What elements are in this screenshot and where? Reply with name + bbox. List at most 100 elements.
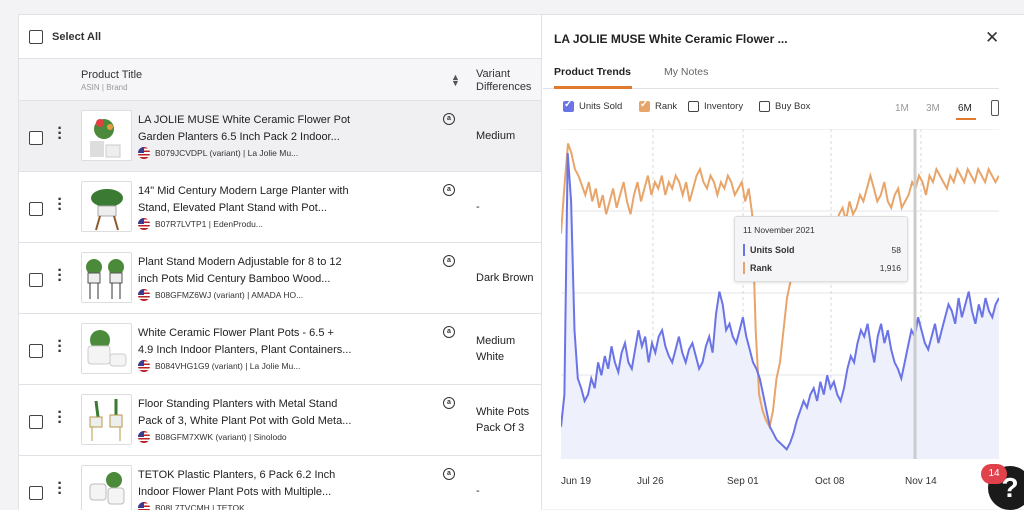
us-flag-icon <box>138 289 150 301</box>
panel-tabs: Product Trends My Notes <box>543 59 999 89</box>
range-6m[interactable]: 6M <box>958 103 972 114</box>
table-row[interactable]: · · · 14" Mid Century Modern Large Planter … <box>19 172 541 243</box>
amazon-icon[interactable]: a <box>443 184 455 196</box>
product-title[interactable]: LA JOLIE MUSE White Ceramic Flower Pot Ga… <box>138 114 351 143</box>
table-row[interactable]: · · · White Ceramic Flower Plant Pots - 6.5… <box>19 314 541 385</box>
header-variant-differences: Variant Differences <box>476 68 532 93</box>
us-flag-icon <box>138 360 150 372</box>
panel-title: LA JOLIE MUSE White Ceramic Flower ... <box>554 32 788 46</box>
inventory-checkbox[interactable] <box>688 101 699 112</box>
series-rank-line <box>561 143 999 430</box>
variant-differences: Medium <box>476 130 516 142</box>
product-meta: B08L7TVCMH | TETOK <box>138 502 245 510</box>
close-icon[interactable]: ✕ <box>985 28 1000 47</box>
variant-differences: Dark Brown <box>476 272 534 284</box>
header-product-title[interactable]: Product Title <box>81 69 143 81</box>
product-thumbnail <box>81 110 132 161</box>
product-title[interactable]: White Ceramic Flower Plant Pots - 6.5 +4… <box>138 327 352 356</box>
table-row[interactable]: · · · Plant Stand Modern Adjustable for 8 t… <box>19 243 541 314</box>
us-flag-icon <box>138 147 150 159</box>
variant-differences: Medium White <box>476 335 516 363</box>
product-thumbnail <box>81 323 132 374</box>
product-thumbnail <box>81 252 132 303</box>
select-all-row[interactable]: Select All <box>19 15 541 59</box>
x-tick-label: Jul 26 <box>637 476 664 487</box>
us-flag-icon <box>138 502 150 510</box>
product-title[interactable]: Plant Stand Modern Adjustable for 8 to 1… <box>138 256 342 285</box>
tooltip-units-label: Units Sold <box>750 245 795 255</box>
legend-inventory-label: Inventory <box>704 101 744 112</box>
more-options-icon[interactable]: · · · <box>57 191 63 218</box>
product-meta: B08GFM7XWK (variant) | Sinolodo <box>138 431 287 443</box>
legend-rank-label: Rank <box>655 101 678 112</box>
help-badge: 14 <box>981 464 1007 484</box>
row-checkbox[interactable] <box>29 131 43 145</box>
rank-checkbox[interactable] <box>639 99 650 112</box>
amazon-icon[interactable]: a <box>443 326 455 338</box>
amazon-icon[interactable]: a <box>443 113 455 125</box>
product-thumbnail <box>81 181 132 232</box>
product-title[interactable]: 14" Mid Century Modern Large Planter wit… <box>138 185 349 214</box>
table-header: Product Title ASIN | Brand ▲ ▼ Variant Dif… <box>19 59 541 101</box>
app-frame: Select All Product Title ASIN | Brand ▲ ▼… <box>18 14 1024 510</box>
amazon-icon[interactable]: a <box>443 468 455 480</box>
tooltip-rank-value: 1,916 <box>879 263 901 273</box>
product-list-panel: Select All Product Title ASIN | Brand ▲ ▼… <box>19 15 542 510</box>
legend-inventory[interactable]: Inventory <box>688 101 743 112</box>
row-checkbox[interactable] <box>29 202 43 216</box>
table-row[interactable]: · · · Floor Standing Planters with Metal St… <box>19 385 541 456</box>
tooltip-row-rank: Rank 1,916 <box>743 262 901 274</box>
active-tab-underline <box>554 86 632 89</box>
trends-chart[interactable] <box>561 129 999 474</box>
variant-differences: - <box>476 201 480 213</box>
chart-tooltip: 11 November 2021 Units Sold 58 Rank 1,91… <box>734 216 908 282</box>
tab-product-trends[interactable]: Product Trends <box>554 66 632 78</box>
x-tick-label: Oct 08 <box>815 476 845 487</box>
amazon-icon[interactable]: a <box>443 397 455 409</box>
legend-buy-box-label: Buy Box <box>775 101 811 112</box>
legend-buy-box[interactable]: Buy Box <box>759 101 810 112</box>
row-checkbox[interactable] <box>29 273 43 287</box>
more-options-icon[interactable]: · · · <box>57 333 63 360</box>
series-units-sold-line <box>561 153 999 451</box>
tooltip-rank-label: Rank <box>750 263 773 273</box>
product-meta: B084VHG1G9 (variant) | La Jolie Mu... <box>138 360 300 372</box>
x-tick-label: Sep 01 <box>727 476 759 487</box>
tooltip-units-value: 58 <box>891 245 901 255</box>
range-3m[interactable]: 3M <box>926 103 940 114</box>
x-tick-label: Jun 19 <box>561 476 592 487</box>
amazon-icon[interactable]: a <box>443 255 455 267</box>
table-row[interactable]: · · · LA JOLIE MUSE White Ceramic Flower Po… <box>19 101 541 172</box>
vertical-view-icon[interactable] <box>991 100 999 116</box>
row-checkbox[interactable] <box>29 344 43 358</box>
select-all-label: Select All <box>52 30 102 43</box>
range-1m[interactable]: 1M <box>895 103 909 114</box>
row-checkbox[interactable] <box>29 486 43 500</box>
us-flag-icon <box>138 218 150 230</box>
product-title[interactable]: Floor Standing Planters with Metal Stand… <box>138 398 352 427</box>
units-sold-checkbox[interactable] <box>563 99 574 112</box>
product-meta: B079JCVDPL (variant) | La Jolie Mu... <box>138 147 298 159</box>
buy-box-checkbox[interactable] <box>759 101 770 112</box>
row-checkbox[interactable] <box>29 415 43 429</box>
product-thumbnail <box>81 465 132 510</box>
more-options-icon[interactable]: · · · <box>57 120 63 147</box>
sort-icon[interactable]: ▲ ▼ <box>451 72 460 88</box>
more-options-icon[interactable]: · · · <box>57 475 63 502</box>
product-title[interactable]: TETOK Plastic Planters, 6 Pack 6.2 Inch I… <box>138 469 336 498</box>
product-detail-panel: LA JOLIE MUSE White Ceramic Flower ... ✕… <box>543 15 1024 510</box>
header-asin-brand: ASIN | Brand <box>81 83 128 92</box>
product-meta: B08GFMZ6WJ (variant) | AMADA HO... <box>138 289 303 301</box>
legend-rank[interactable]: Rank <box>639 99 678 112</box>
table-row[interactable]: · · · TETOK Plastic Planters, 6 Pack 6.2 In… <box>19 456 541 510</box>
x-tick-label: Nov 14 <box>905 476 937 487</box>
tab-my-notes[interactable]: My Notes <box>664 66 709 78</box>
select-all-checkbox[interactable] <box>29 29 43 44</box>
legend-units-sold[interactable]: Units Sold <box>563 99 623 112</box>
tooltip-date: 11 November 2021 <box>743 225 815 235</box>
variant-differences: - <box>476 485 480 497</box>
more-options-icon[interactable]: · · · <box>57 262 63 289</box>
more-options-icon[interactable]: · · · <box>57 404 63 431</box>
legend-units-sold-label: Units Sold <box>579 101 623 112</box>
us-flag-icon <box>138 431 150 443</box>
